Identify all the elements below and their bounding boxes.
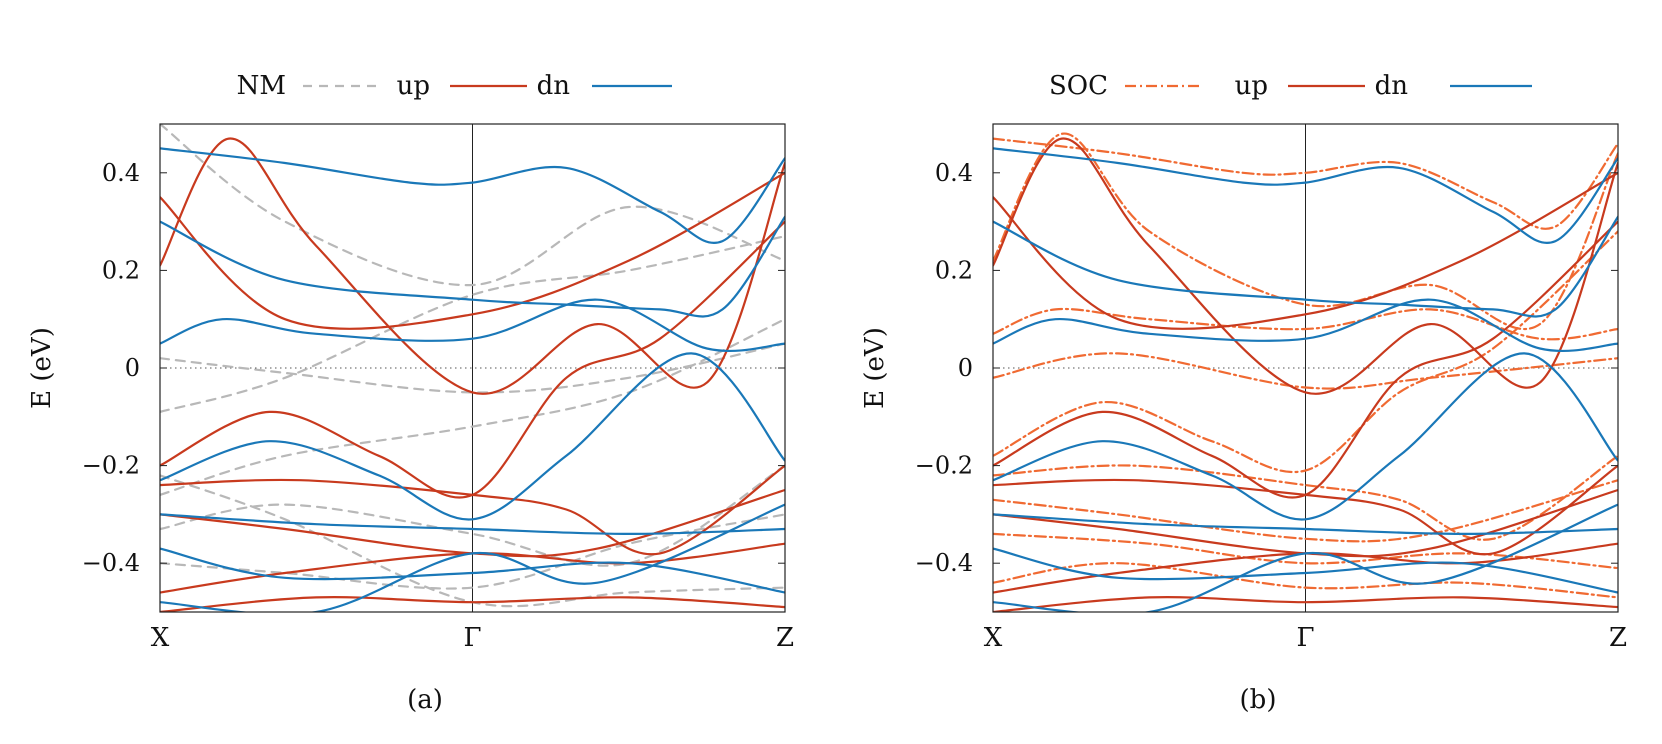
- series-dn: [993, 147, 1618, 612]
- band-line-up-3: [160, 171, 785, 330]
- band-line-dn-2: [160, 215, 785, 318]
- legend: SOC up dn: [1049, 71, 1532, 101]
- y-tick-label: 0.2: [102, 256, 140, 284]
- y-axis-label: E (eV): [27, 327, 57, 409]
- x-tick-label: Z: [1609, 623, 1627, 653]
- band-line-soc-1: [993, 137, 1618, 230]
- band-line-dn-3: [160, 352, 785, 521]
- band-line-dn-4: [160, 513, 785, 536]
- band-line-dn-0: [160, 298, 785, 353]
- band-line-soc-5: [993, 454, 1618, 541]
- band-line-soc-2: [993, 307, 1618, 341]
- band-line-dn-3: [993, 352, 1618, 521]
- legend-label-soc: SOC: [1049, 71, 1108, 101]
- band-line-soc-3: [993, 352, 1618, 390]
- band-line-nm-3: [160, 124, 785, 287]
- band-line-up-0: [160, 137, 785, 395]
- band-line-up-1: [160, 220, 785, 499]
- band-line-dn-1: [993, 147, 1618, 244]
- band-line-nm-0: [160, 342, 785, 394]
- band-line-dn-6: [160, 503, 785, 612]
- band-line-dn-6: [993, 503, 1618, 612]
- y-tick-label: 0: [958, 354, 973, 382]
- y-axis-label: E (eV): [860, 327, 890, 409]
- y-tick-label: 0: [125, 354, 140, 382]
- x-tick-label: X: [984, 623, 1003, 653]
- y-tick-label: 0.2: [935, 256, 973, 284]
- panel-a: −0.4 −0.2 0 0.2 0.4 X Γ Z E (eV) (a) NM up dn: [27, 71, 794, 715]
- legend-label-up: up: [397, 71, 430, 101]
- x-tick-label: X: [151, 623, 170, 653]
- band-line-soc-4: [993, 230, 1618, 474]
- y-tick-label: 0.4: [102, 159, 140, 187]
- band-line-up-6: [160, 596, 785, 612]
- x-tick-label: Z: [776, 623, 794, 653]
- y-tick-label: −0.4: [82, 549, 140, 577]
- bands-group: [160, 124, 785, 612]
- band-line-nm-1: [160, 235, 785, 413]
- legend-label-up: up: [1235, 71, 1268, 101]
- panel-b: −0.4 −0.2 0 0.2 0.4 X Γ Z E (eV) (b) SOC up dn: [860, 71, 1627, 715]
- legend-label-dn: dn: [1375, 71, 1409, 101]
- band-line-up-3: [993, 171, 1618, 330]
- x-tick-label: Γ: [463, 623, 481, 653]
- band-line-soc-8: [993, 562, 1618, 599]
- band-line-up-1: [993, 220, 1618, 499]
- y-tick-label: −0.4: [915, 549, 973, 577]
- y-tick-label: −0.2: [915, 452, 973, 480]
- band-line-dn-2: [993, 215, 1618, 318]
- band-line-nm-4: [160, 464, 785, 567]
- band-line-dn-5: [160, 547, 785, 594]
- series-soc: [993, 132, 1618, 599]
- legend-label-dn: dn: [537, 71, 571, 101]
- band-line-up-6: [993, 596, 1618, 612]
- band-line-dn-5: [993, 547, 1618, 594]
- bands-group: [993, 132, 1618, 612]
- band-line-nm-2: [160, 318, 785, 496]
- y-tick-label: 0.4: [935, 159, 973, 187]
- legend-label-nm: NM: [237, 71, 286, 101]
- y-tick-label: −0.2: [82, 452, 140, 480]
- band-line-dn-0: [993, 298, 1618, 353]
- band-line-dn-4: [993, 513, 1618, 536]
- band-line-dn-1: [160, 147, 785, 244]
- panel-label: (a): [407, 685, 443, 715]
- band-line-soc-0: [993, 132, 1618, 331]
- legend: NM up dn: [237, 71, 672, 101]
- panel-label: (b): [1240, 685, 1277, 715]
- series-dn: [160, 147, 785, 612]
- x-tick-label: Γ: [1296, 623, 1314, 653]
- band-line-soc-7: [993, 532, 1618, 570]
- band-line-up-0: [993, 137, 1618, 395]
- band-line-soc-6: [993, 479, 1618, 543]
